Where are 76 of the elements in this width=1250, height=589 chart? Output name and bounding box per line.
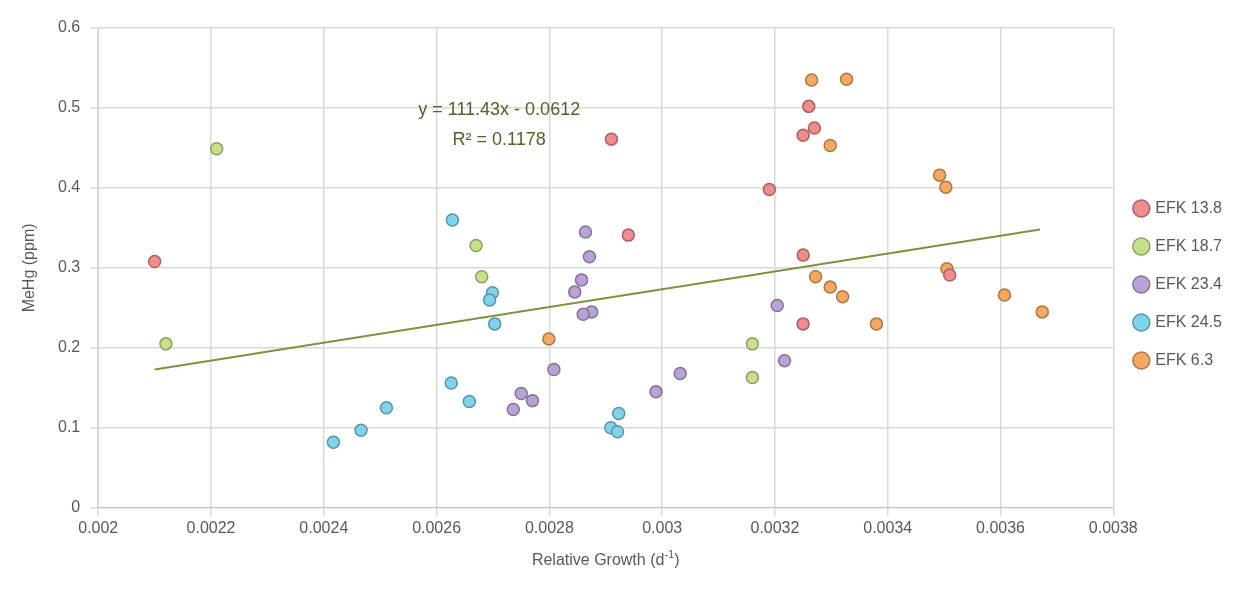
y-axis-title: MeHg (ppm)	[20, 223, 38, 313]
point	[604, 132, 619, 146]
point	[808, 269, 823, 284]
point	[762, 182, 777, 197]
annotation: y = 111.43x - 0.0612	[418, 98, 581, 119]
y-tick-label: 0.4	[57, 178, 81, 196]
point	[379, 401, 394, 415]
point	[611, 406, 626, 421]
point	[745, 370, 760, 385]
y-tick-label: 0.1	[57, 418, 81, 436]
x-tick-label: 0.0024	[299, 518, 349, 536]
point	[147, 254, 162, 269]
point	[445, 213, 460, 227]
point	[649, 385, 663, 399]
point	[547, 362, 561, 377]
point	[943, 268, 957, 282]
legend-label: EFK 24.5	[1155, 312, 1223, 330]
point	[582, 249, 597, 264]
point	[209, 142, 224, 156]
point	[796, 248, 810, 262]
y-tick-label: 0.6	[57, 18, 81, 36]
x-tick-label: 0.0034	[863, 518, 913, 536]
point	[482, 293, 497, 307]
point	[514, 386, 528, 401]
point	[506, 402, 521, 417]
x-tick-label: 0.0036	[976, 518, 1026, 536]
point	[568, 285, 582, 299]
point	[354, 423, 368, 437]
point	[835, 289, 850, 304]
point	[159, 337, 173, 351]
point	[802, 99, 816, 114]
y-tick-label: 0.5	[57, 98, 81, 116]
x-tick-label: 0.0032	[750, 518, 800, 536]
point	[997, 288, 1012, 302]
legend-label: EFK 18.7	[1155, 236, 1223, 254]
x-tick-label: 0.0026	[412, 518, 462, 536]
annotation: R² = 0.1178	[452, 128, 546, 149]
point	[574, 273, 589, 287]
point	[673, 366, 687, 381]
point	[576, 307, 590, 322]
point	[525, 393, 540, 408]
point	[1035, 305, 1049, 319]
point	[542, 332, 556, 346]
x-tick-label: 0.002	[78, 518, 119, 536]
point	[807, 121, 822, 135]
point	[621, 228, 636, 242]
y-tick-label: 0.2	[57, 338, 81, 356]
point	[869, 317, 884, 331]
y-tick-label: 0	[71, 498, 81, 516]
point	[796, 128, 810, 142]
point	[770, 298, 784, 313]
point	[578, 225, 593, 239]
point	[796, 317, 810, 331]
point	[462, 394, 477, 409]
point	[804, 73, 819, 87]
legend-label: EFK 6.3	[1155, 350, 1214, 368]
x-tick-label: 0.0022	[186, 518, 236, 536]
point	[469, 238, 483, 253]
point	[444, 376, 459, 390]
point	[610, 425, 625, 439]
legend-label: EFK 13.8	[1155, 198, 1223, 216]
point	[939, 180, 953, 194]
point	[823, 138, 837, 153]
point	[474, 269, 489, 284]
point	[823, 280, 837, 294]
point	[839, 72, 854, 86]
legend-label: EFK 23.4	[1155, 274, 1223, 292]
y-tick-label: 0.3	[57, 258, 81, 276]
point	[932, 168, 947, 182]
point	[777, 353, 792, 368]
point	[745, 337, 760, 351]
x-tick-label: 0.0038	[1088, 518, 1138, 536]
point	[487, 317, 502, 331]
point	[326, 435, 341, 449]
x-tick-label: 0.0028	[524, 518, 574, 536]
x-tick-label: 0.003	[642, 518, 683, 536]
